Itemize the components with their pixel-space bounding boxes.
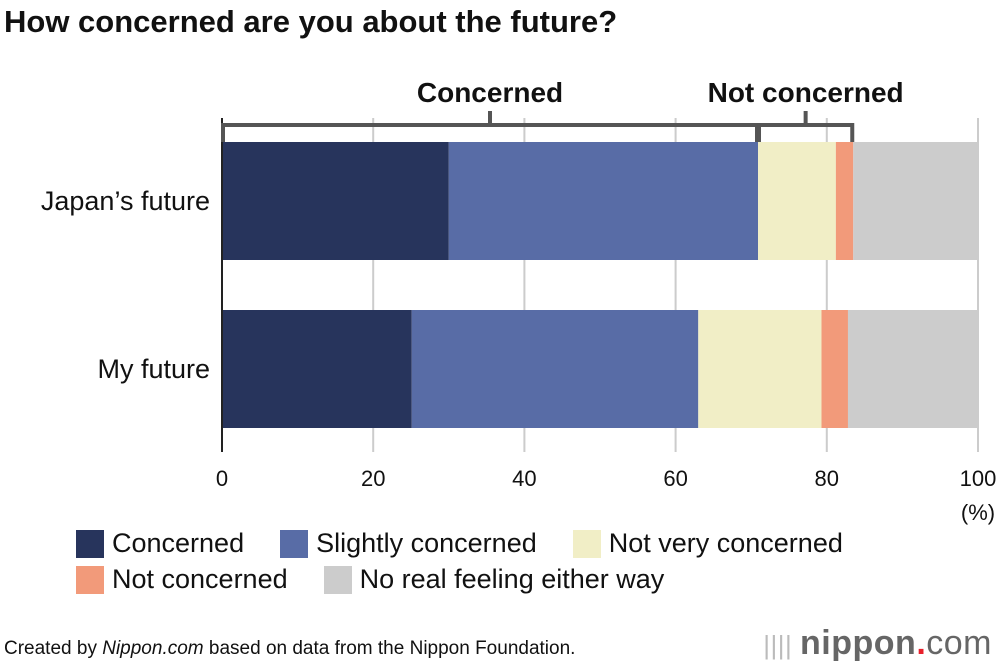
bar-not-concerned: [821, 310, 848, 428]
x-tick-label: 80: [815, 466, 839, 491]
source-credit: Created by Nippon.com based on data from…: [4, 638, 575, 660]
category-label: Japan’s future: [41, 186, 210, 216]
legend-label-not-very-concerned: Not very concerned: [608, 528, 843, 558]
legend-label-no-real-feeling: No real feeling either way: [359, 564, 665, 594]
bar-not-very-concerned: [698, 310, 822, 428]
x-tick-label: 100: [960, 466, 997, 491]
legend-row-1: Concerned Slightly concerned Not very co…: [76, 528, 843, 559]
bar-slightly-concerned: [448, 142, 759, 260]
bracket: [757, 111, 855, 142]
bar-concerned: [222, 142, 449, 260]
bar-no-real-feeling-either-way: [847, 310, 978, 428]
category-label: My future: [97, 354, 210, 384]
bracket: [221, 111, 760, 142]
legend-label-not-concerned: Not concerned: [112, 564, 288, 594]
bracket-label: Concerned: [417, 77, 563, 108]
credit-brand: Nippon.com: [102, 638, 204, 659]
chart-title: How concerned are you about the future?: [4, 4, 618, 39]
legend-row-2: Not concerned No real feeling either way: [76, 564, 664, 595]
legend-swatch-concerned: [76, 529, 104, 558]
x-unit-label: (%): [961, 500, 995, 525]
legend-swatch-not-very-concerned: [572, 529, 601, 558]
legend-label-slightly-concerned: Slightly concerned: [316, 528, 537, 558]
bar-no-real-feeling-either-way: [853, 142, 978, 260]
nippon-logo: |||| nippon.com: [763, 624, 992, 662]
bar-not-very-concerned: [758, 142, 836, 260]
bracket-label: Not concerned: [708, 77, 904, 108]
bar-not-concerned: [835, 142, 854, 260]
x-tick-label: 20: [361, 466, 385, 491]
x-tick-label: 60: [663, 466, 687, 491]
legend-swatch-slightly-concerned: [280, 529, 309, 558]
legend-swatch-not-concerned: [76, 565, 104, 594]
credit-text-end: based on data from the Nippon Foundation…: [203, 638, 576, 659]
bar-concerned: [222, 310, 412, 428]
legend-label-concerned: Concerned: [112, 528, 245, 558]
legend-swatch-no-real-feeling: [323, 565, 352, 594]
x-tick-label: 0: [216, 466, 228, 491]
credit-text: Created by: [4, 638, 103, 659]
bar-slightly-concerned: [411, 310, 699, 428]
x-tick-label: 40: [512, 466, 536, 491]
